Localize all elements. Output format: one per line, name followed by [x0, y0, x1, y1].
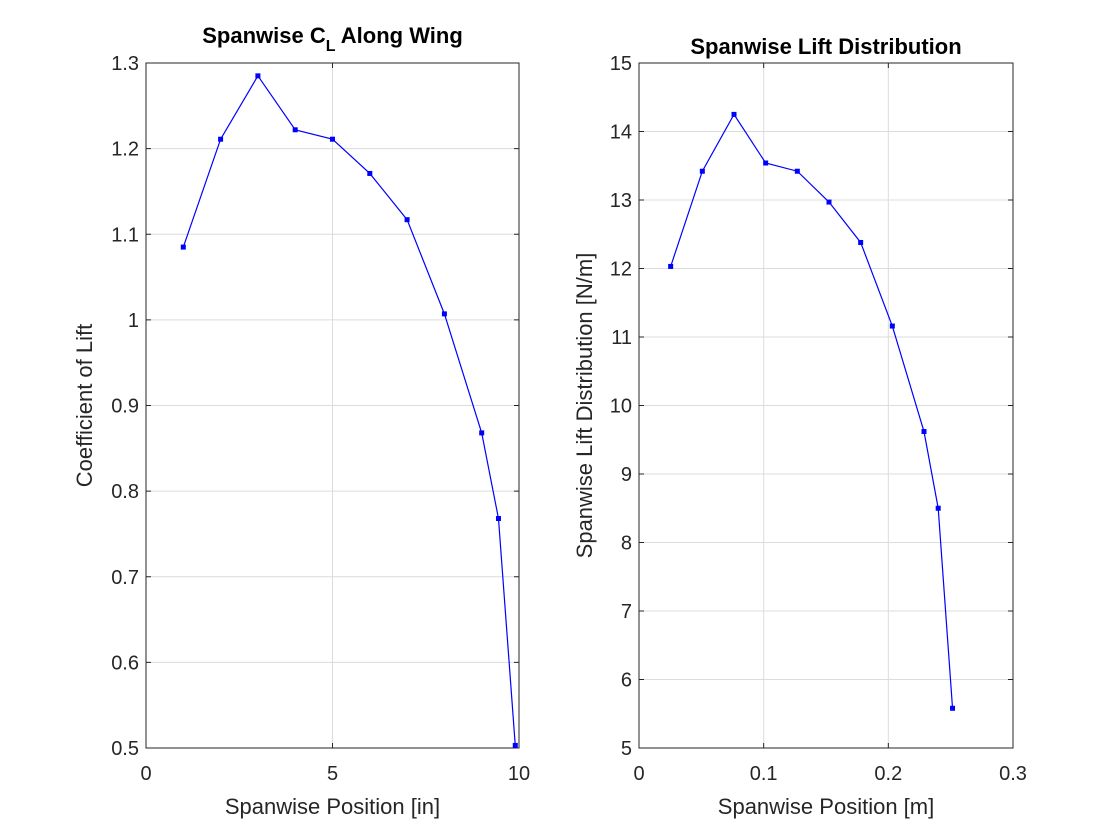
y-tick-label: 5 [621, 738, 632, 760]
data-point [512, 742, 518, 748]
data-point [921, 429, 927, 435]
x-tick-label: 0 [633, 763, 644, 785]
chart-title: Spanwise Lift Distribution [690, 34, 961, 59]
data-point [950, 705, 956, 711]
y-tick-label: 0.7 [111, 567, 139, 589]
y-tick-label: 1 [128, 310, 139, 332]
chart-1: 0 5 10 0.5 0.6 0.7 0.8 0.9 1 1.1 1.2 1.3 Spanwise CL… [72, 23, 530, 819]
chart-title-suffix: Along Wing [335, 23, 462, 48]
y-tick-label: 7 [621, 601, 632, 623]
x-tick-label: 0.1 [750, 763, 778, 785]
data-point [699, 168, 705, 174]
data-point [479, 430, 485, 436]
x-tick-label: 0.3 [999, 763, 1027, 785]
y-tick-label: 8 [621, 533, 632, 555]
x-tick-label: 10 [508, 763, 530, 785]
data-point [889, 323, 895, 329]
y-tick-label: 1.1 [111, 224, 139, 246]
y-tick-label: 0.5 [111, 738, 139, 760]
y-tick-label: 15 [610, 53, 632, 75]
y-tick-label: 1.3 [111, 53, 139, 75]
y-axis-label: Coefficient of Lift [72, 324, 97, 487]
y-axis-label: Spanwise Lift Distribution [N/m] [572, 253, 597, 559]
chart-title: Spanwise CL Along Wing [202, 23, 463, 55]
x-axis-label: Spanwise Position [m] [718, 794, 934, 819]
y-tick-label: 14 [610, 122, 632, 144]
data-point [255, 73, 261, 79]
y-tick-label: 1.2 [111, 139, 139, 161]
data-point [180, 244, 186, 250]
data-point [763, 160, 769, 166]
x-tick-label: 5 [327, 763, 338, 785]
y-tick-label: 0.8 [111, 481, 139, 503]
chart-title-subscript: L [326, 38, 336, 55]
data-point [794, 168, 800, 174]
data-point [330, 136, 335, 142]
x-axis-label: Spanwise Position [in] [225, 794, 440, 819]
y-tick-label: 10 [610, 396, 632, 418]
y-tick-label: 6 [621, 670, 632, 692]
y-tick-label: 0.6 [111, 652, 139, 674]
data-point [218, 136, 224, 142]
x-tick-label: 0 [140, 763, 151, 785]
data-point [495, 516, 501, 522]
data-point [292, 127, 298, 133]
data-point [731, 111, 737, 117]
chart-2: 0 0.1 0.2 0.3 5 6 7 8 9 10 11 12 13 14 15 Spanwise Lift… [572, 34, 1027, 819]
data-point [404, 217, 410, 223]
y-tick-label: 0.9 [111, 396, 139, 418]
y-tick-label: 9 [621, 464, 632, 486]
data-point [441, 311, 447, 317]
y-tick-label: 13 [610, 190, 632, 212]
data-point [826, 199, 832, 205]
x-tick-label: 0.2 [874, 763, 902, 785]
y-tick-label: 12 [610, 259, 632, 281]
y-tick-label: 11 [611, 327, 632, 349]
data-point [935, 505, 941, 511]
data-point [367, 170, 373, 176]
data-point [668, 263, 674, 269]
data-point [858, 239, 864, 245]
